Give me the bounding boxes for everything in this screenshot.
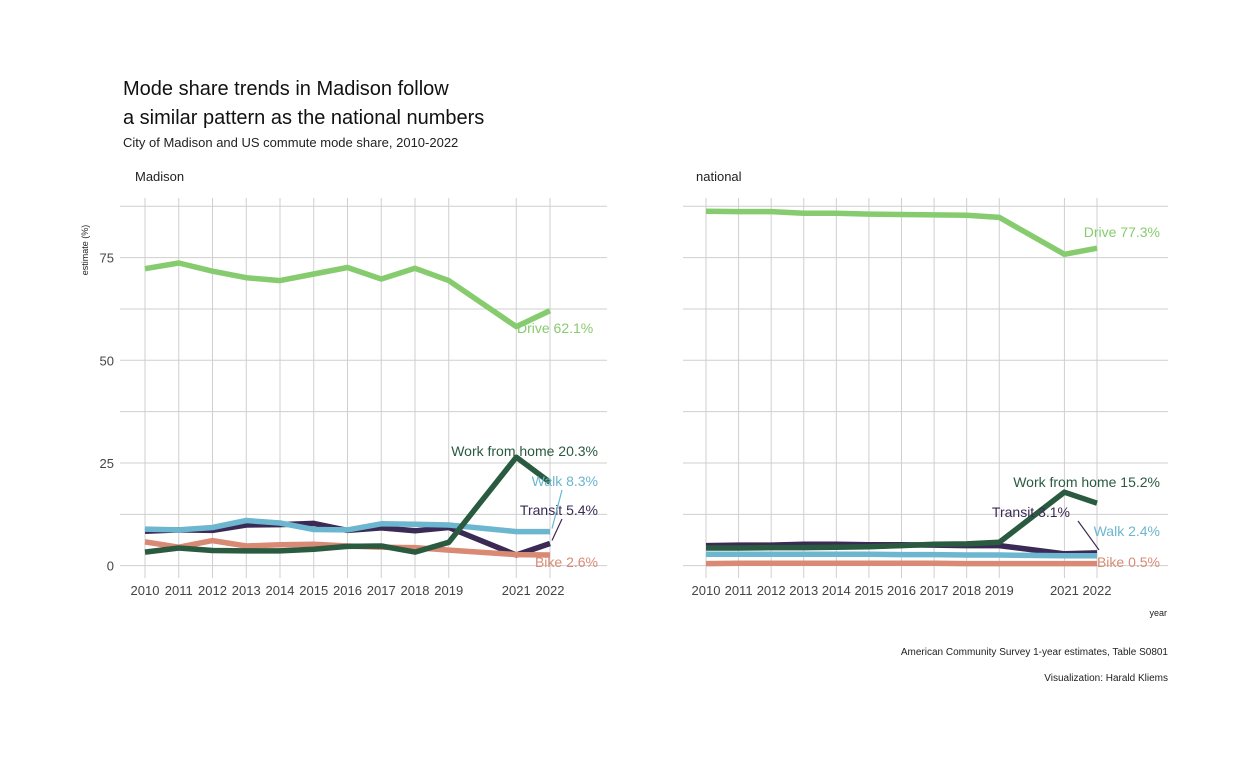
chart-title-line-1: Mode share trends in Madison follow	[123, 78, 449, 100]
x-tick-label: 2022	[1083, 583, 1112, 598]
x-tick-label: 2010	[692, 583, 721, 598]
x-tick-label: 2019	[434, 583, 463, 598]
y-tick-label: 0	[107, 559, 114, 574]
series-label-madison-transit: Transit 5.4%	[520, 502, 598, 518]
x-tick-label: 2017	[367, 583, 396, 598]
series-label-national-walk: Walk 2.4%	[1094, 523, 1160, 539]
x-tick-label: 2019	[985, 583, 1014, 598]
x-tick-label: 2013	[232, 583, 261, 598]
x-tick-label: 2014	[822, 583, 851, 598]
x-axis-title: year	[1149, 608, 1167, 618]
panel-title-madison: Madison	[135, 169, 184, 184]
label-leader-madison-transit	[551, 518, 563, 541]
series-line-national-work-from-home	[706, 489, 1098, 551]
series-label-national-transit: Transit 3.1%	[992, 504, 1070, 520]
credit-caption: Visualization: Harald Kliems	[1044, 673, 1168, 684]
y-tick-label: 25	[100, 456, 114, 471]
y-axis-title: estimate (%)	[80, 225, 90, 276]
x-tick-label: 2017	[920, 583, 949, 598]
label-leader-madison-walk	[551, 489, 563, 529]
x-tick-label: 2018	[952, 583, 981, 598]
panel-title-national: national	[696, 169, 742, 184]
x-tick-label: 2012	[757, 583, 786, 598]
x-tick-label: 2011	[165, 583, 193, 598]
x-tick-label: 2014	[266, 583, 295, 598]
series-label-madison-drive: Drive 62.1%	[517, 320, 593, 336]
source-caption: American Community Survey 1-year estimat…	[900, 647, 1168, 658]
chart-subtitle: City of Madison and US commute mode shar…	[123, 135, 459, 150]
x-tick-label: 2016	[887, 583, 916, 598]
series-line-madison-drive	[144, 260, 552, 330]
x-tick-label: 2016	[333, 583, 362, 598]
series-label-national-drive: Drive 77.3%	[1084, 224, 1160, 240]
x-tick-label: 2021	[502, 583, 531, 598]
y-tick-label: 75	[100, 251, 114, 266]
x-tick-label: 2022	[536, 583, 565, 598]
x-tick-label: 2015	[299, 583, 328, 598]
x-tick-label: 2015	[854, 583, 883, 598]
x-tick-label: 2018	[401, 583, 430, 598]
x-tick-label: 2010	[131, 583, 160, 598]
series-line-madison-work-from-home	[144, 454, 552, 555]
series-label-madison-bike: Bike 2.6%	[535, 554, 598, 570]
y-tick-label: 50	[100, 353, 114, 368]
series-label-national-work-from-home: Work from home 15.2%	[1013, 474, 1160, 490]
x-tick-label: 2021	[1050, 583, 1079, 598]
series-line-national-walk	[706, 551, 1097, 559]
label-leader-national-transit	[1077, 520, 1100, 551]
chart-title-line-2: a similar pattern as the national number…	[123, 107, 485, 129]
series-line-national-drive	[705, 208, 1098, 258]
series-label-national-bike: Bike 0.5%	[1097, 554, 1160, 570]
series-label-madison-work-from-home: Work from home 20.3%	[451, 443, 598, 459]
x-tick-label: 2012	[198, 583, 227, 598]
series-label-madison-walk: Walk 8.3%	[532, 473, 598, 489]
x-tick-label: 2011	[725, 583, 753, 598]
x-tick-label: 2013	[789, 583, 818, 598]
